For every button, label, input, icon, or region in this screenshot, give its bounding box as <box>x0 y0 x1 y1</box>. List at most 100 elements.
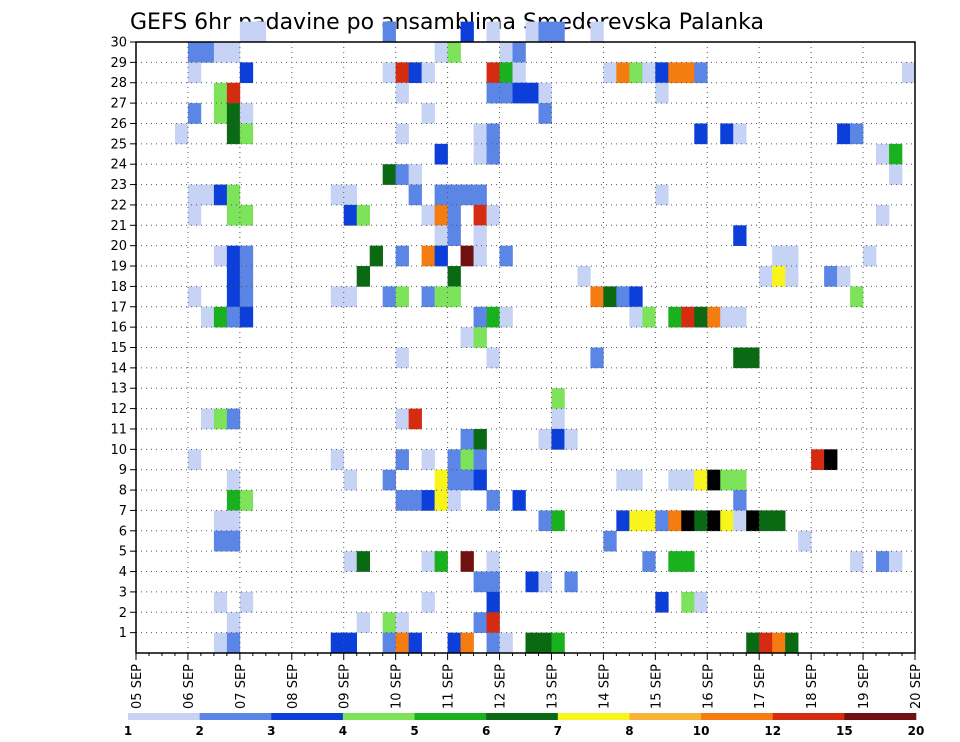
precip-cell <box>525 571 539 593</box>
precip-cell <box>343 469 358 491</box>
precip-cell <box>655 82 669 104</box>
precip-cell <box>239 490 254 511</box>
precip-cell <box>460 245 474 267</box>
colorbar-label: 7 <box>554 724 562 738</box>
chart-title: GEFS 6hr padavine po ansamblima Smederev… <box>130 10 764 35</box>
colorbar-label: 8 <box>625 724 633 738</box>
precip-cell <box>473 184 487 206</box>
precip-cell <box>590 347 604 369</box>
colorbar-label: 10 <box>693 724 710 738</box>
y-tick-label: 22 <box>110 198 127 213</box>
precip-cell <box>460 632 474 654</box>
colorbar-swatch <box>128 713 200 720</box>
precip-cell <box>512 42 526 63</box>
precip-cell <box>434 143 448 165</box>
colorbar-swatch <box>342 713 415 720</box>
precip-cell <box>434 225 448 246</box>
precip-cell <box>187 184 202 206</box>
precip-cell <box>434 490 448 511</box>
precip-cell <box>356 266 370 287</box>
precip-cell <box>187 62 202 84</box>
precip-cell <box>408 408 422 430</box>
precip-cell <box>824 449 838 470</box>
precip-cell <box>668 469 682 491</box>
y-tick-label: 24 <box>110 158 127 173</box>
precip-cell <box>499 306 513 328</box>
precip-cell <box>512 490 526 511</box>
precip-cell <box>382 469 396 491</box>
precip-cell <box>239 306 254 328</box>
x-tick-label: 11 SEP <box>442 664 457 709</box>
precip-cell <box>889 164 903 185</box>
precip-cell <box>642 551 656 572</box>
precip-cell <box>213 510 228 532</box>
precip-cell <box>460 469 474 491</box>
precip-cell <box>551 510 565 532</box>
precip-cell <box>486 143 500 165</box>
precip-cell <box>434 42 448 63</box>
colorbar-swatch <box>629 713 702 720</box>
y-tick-label: 27 <box>110 97 127 112</box>
precip-cell <box>486 591 500 613</box>
precip-cell <box>486 21 500 43</box>
precip-cell <box>720 510 734 532</box>
precip-cell <box>460 327 474 348</box>
precip-cell <box>486 62 500 84</box>
y-tick-label: 4 <box>119 565 127 580</box>
precip-cell <box>395 123 409 145</box>
precip-cell <box>590 286 604 308</box>
precip-cell <box>395 632 409 654</box>
precip-cell <box>551 428 565 450</box>
precip-cell <box>369 245 383 267</box>
y-tick-label: 13 <box>110 382 127 397</box>
precip-cell <box>460 428 474 450</box>
precip-cell <box>395 286 409 308</box>
precip-cell <box>577 266 591 287</box>
colorbar-swatch <box>557 713 630 720</box>
x-tick-label: 05 SEP <box>130 664 145 709</box>
precip-cell <box>902 62 916 84</box>
precip-cell <box>382 286 396 308</box>
colorbar-swatch <box>701 713 774 720</box>
precip-cell <box>473 469 487 491</box>
precip-cell <box>460 449 474 470</box>
precip-cell <box>408 164 422 185</box>
precip-cell <box>421 245 435 267</box>
precip-cell <box>694 306 708 328</box>
x-tick-label: 20 SEP <box>909 664 924 709</box>
colorbar-swatch <box>486 713 559 720</box>
precip-cell <box>772 245 786 267</box>
precip-cell <box>447 225 461 246</box>
precip-cell <box>447 42 461 63</box>
precip-cell <box>239 266 254 287</box>
precip-cell <box>226 204 241 226</box>
precip-cell <box>538 103 552 124</box>
precip-cell <box>330 449 345 470</box>
precip-cell <box>603 62 617 84</box>
precip-cell <box>408 62 422 84</box>
precip-cell <box>655 510 669 532</box>
precip-cell <box>473 143 487 165</box>
precip-cell <box>187 286 202 308</box>
precip-cell <box>200 408 215 430</box>
precip-cell <box>213 632 228 654</box>
y-tick-label: 2 <box>119 606 127 621</box>
y-tick-label: 25 <box>110 137 127 152</box>
precip-cell <box>226 286 241 308</box>
precip-cell <box>447 286 461 308</box>
precip-cell <box>239 103 254 124</box>
precip-cell <box>226 530 241 552</box>
precip-cell <box>421 62 435 84</box>
x-tick-label: 08 SEP <box>286 664 301 709</box>
grid-lines <box>136 42 915 653</box>
x-tick-label: 12 SEP <box>494 664 509 709</box>
x-tick-label: 18 SEP <box>805 664 820 709</box>
precip-cell <box>564 571 578 593</box>
precip-cell <box>538 571 552 593</box>
precipitation-cells <box>174 21 916 654</box>
precip-cell <box>213 530 228 552</box>
x-tick-label: 17 SEP <box>753 664 768 709</box>
precip-cell <box>876 204 890 226</box>
precip-cell <box>850 286 864 308</box>
colorbar-label: 2 <box>195 724 203 738</box>
